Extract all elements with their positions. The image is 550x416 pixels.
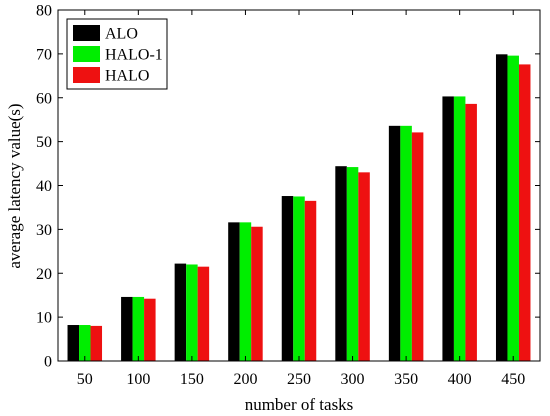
bar-alo-200 [228,222,240,361]
bar-halo-1-400 [453,96,466,362]
bar-alo-450 [495,54,508,362]
y-tick-label: 80 [36,3,52,20]
legend: ALO HALO-1 HALO [66,18,168,90]
y-tick-label: 20 [36,266,52,283]
bar-alo-50 [67,325,80,361]
x-tick-label: 450 [501,371,525,388]
bar-halo-150 [197,266,210,361]
bar-halo-350 [411,132,424,361]
bar-halo-1-150 [186,264,198,361]
bar-alo-350 [388,125,401,361]
x-tick-label: 350 [394,371,418,388]
bar-alo-300 [335,166,347,361]
x-tick-label: 100 [126,371,150,388]
legend-label-halo: HALO [105,68,149,85]
x-tick-label: 400 [448,371,472,388]
x-axis-label: number of tasks [245,395,354,414]
bar-alo-100 [121,296,133,361]
bar-halo-1-100 [132,296,145,361]
y-tick-label: 50 [36,134,52,151]
x-tick-label: 200 [233,371,257,388]
bar-alo-150 [174,263,187,361]
bar-halo-1-50 [79,325,91,361]
bar-halo-400 [465,103,477,361]
x-tick-label: 300 [341,371,365,388]
y-axis-label: average latency value(s) [5,103,24,268]
y-tick-label: 30 [36,222,52,239]
y-tick-label: 40 [36,178,52,195]
y-tick-label: 70 [36,46,52,63]
y-tick-label: 0 [44,354,52,371]
bar-halo-1-450 [507,55,519,361]
bar-alo-400 [442,96,454,362]
bar-halo-1-350 [400,125,412,361]
bar-halo-1-250 [293,196,305,361]
legend-label-alo: ALO [105,26,138,43]
bar-halo-50 [90,325,103,361]
legend-swatch-halo-1 [73,46,100,62]
bar-halo-250 [304,200,317,361]
y-tick-label: 60 [36,90,52,107]
legend-swatch-alo [73,25,100,41]
legend-label-halo-1: HALO-1 [105,47,163,64]
bar-alo-250 [281,196,294,361]
bar-halo-1-300 [346,167,359,361]
bar-halo-200 [251,226,263,361]
legend-swatch-halo [73,67,100,83]
axes-layer: 0 10 20 30 40 50 60 70 80 50 100 150 200 250 300 350 400… [36,3,541,388]
y-tick-label: 10 [36,310,52,327]
bar-halo-450 [518,64,531,361]
x-tick-label: 150 [180,371,204,388]
x-tick-label: 250 [287,371,311,388]
bar-halo-100 [144,298,156,361]
bars-layer [67,54,531,362]
bar-halo-1-200 [239,222,252,361]
bar-halo-300 [358,172,370,361]
x-tick-label: 50 [77,371,93,388]
